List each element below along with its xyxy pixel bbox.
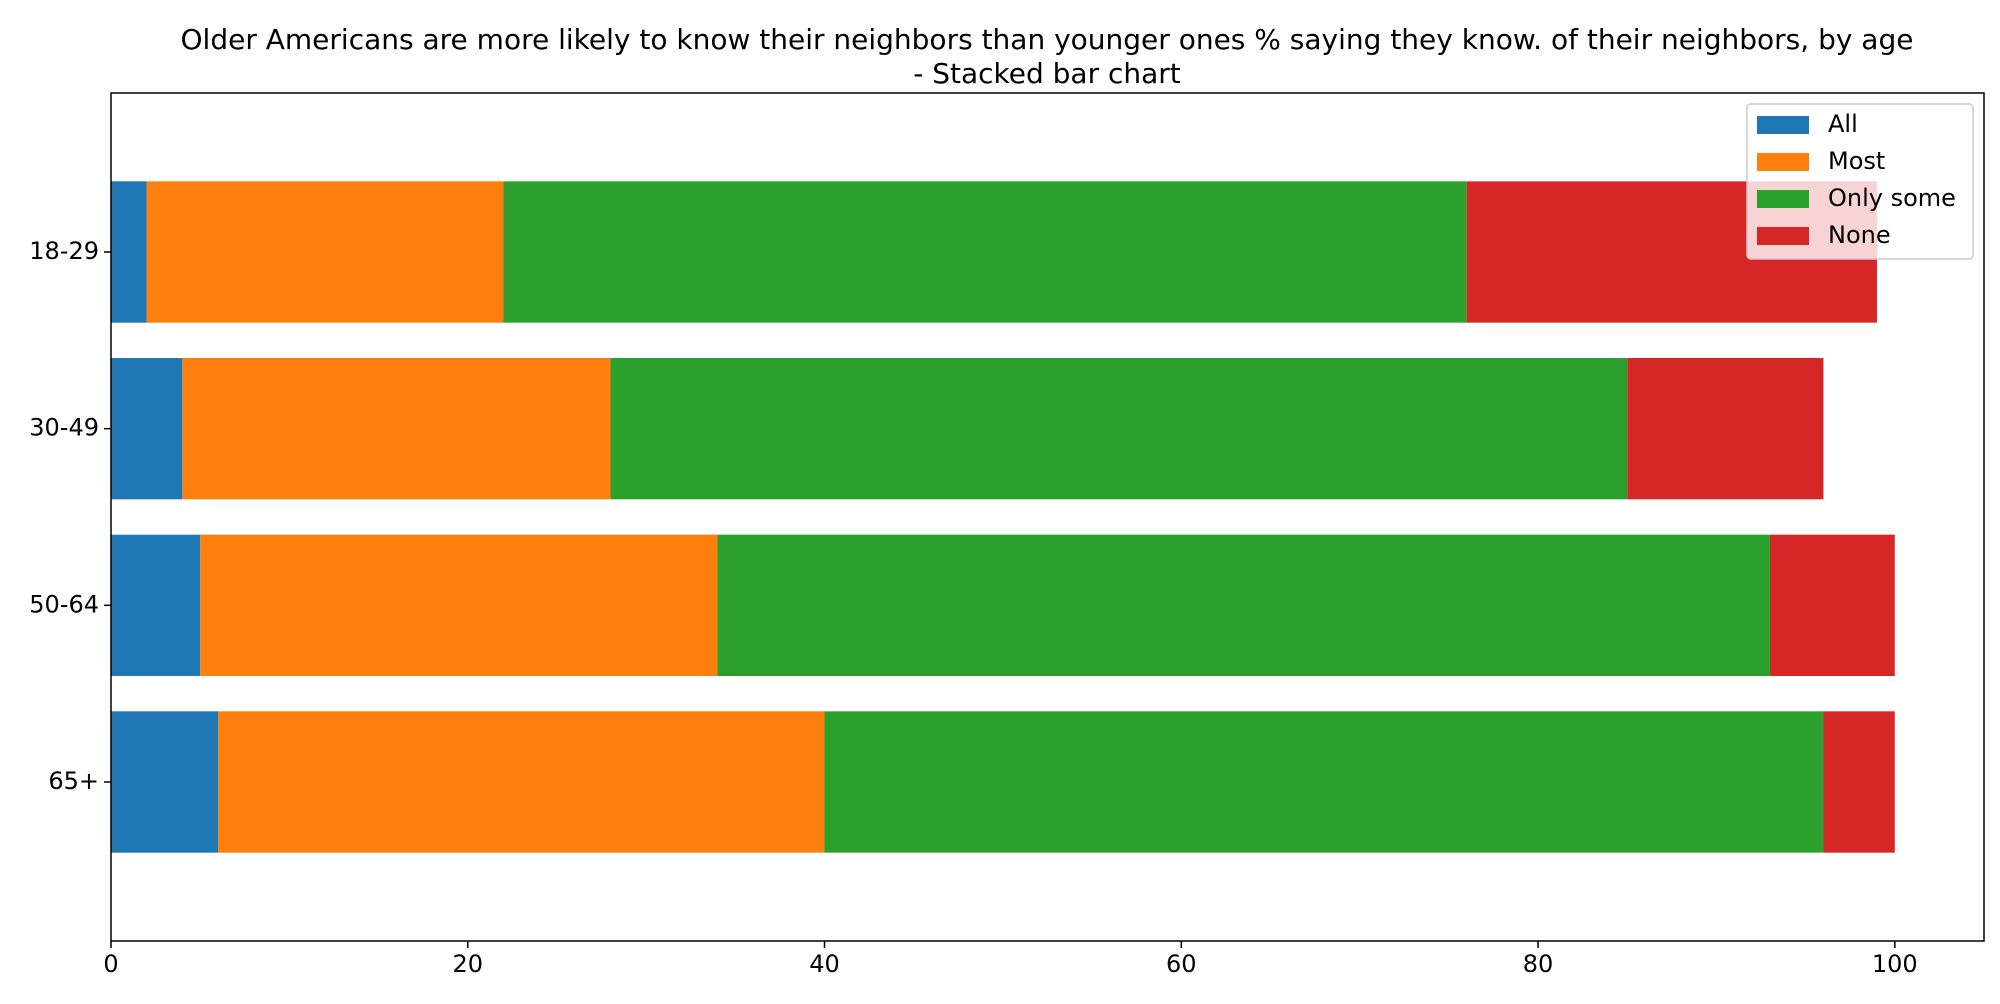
legend: All Most Only some None xyxy=(1746,103,1974,260)
bar-only-some-18-29 xyxy=(503,181,1467,323)
bar-most-50-64 xyxy=(200,534,718,676)
legend-swatch-none xyxy=(1757,227,1809,245)
x-axis: 0 20 40 60 80 100 xyxy=(103,941,1918,978)
y-tick-label: 50-64 xyxy=(29,590,99,618)
legend-label-only-some: Only some xyxy=(1828,184,1956,212)
x-tick-label: 20 xyxy=(452,950,483,978)
x-tick-label: 60 xyxy=(1166,950,1197,978)
chart-title-line1: Older Americans are more likely to know … xyxy=(181,23,1914,56)
x-tick-label: 100 xyxy=(1872,950,1918,978)
legend-label-all: All xyxy=(1828,110,1858,138)
legend-label-none: None xyxy=(1828,221,1891,249)
bar-none-30-49 xyxy=(1627,358,1824,500)
legend-swatch-most xyxy=(1757,153,1809,171)
legend-label-most: Most xyxy=(1828,147,1885,175)
bar-all-65+ xyxy=(111,711,219,853)
bar-none-65+ xyxy=(1823,711,1895,853)
bar-all-30-49 xyxy=(111,358,183,500)
x-tick-label: 40 xyxy=(809,950,840,978)
legend-swatch-all xyxy=(1757,116,1809,134)
bars-group xyxy=(111,181,1895,853)
bar-only-some-65+ xyxy=(824,711,1824,853)
chart-title-line2: - Stacked bar chart xyxy=(913,57,1181,90)
bar-only-some-30-49 xyxy=(610,358,1628,500)
x-tick-label: 0 xyxy=(103,950,118,978)
y-tick-label: 30-49 xyxy=(29,414,99,442)
bar-most-18-29 xyxy=(146,181,504,323)
legend-swatch-only-some xyxy=(1757,190,1809,208)
bar-all-18-29 xyxy=(111,181,147,323)
bar-none-50-64 xyxy=(1769,534,1895,676)
bar-all-50-64 xyxy=(111,534,201,676)
bar-most-30-49 xyxy=(182,358,611,500)
plot-frame xyxy=(110,92,1985,942)
legend-box xyxy=(1746,103,1974,260)
y-axis: 18-29 30-49 50-64 65+ xyxy=(29,237,111,795)
y-tick-label: 18-29 xyxy=(29,237,99,265)
x-tick-label: 80 xyxy=(1523,950,1554,978)
y-tick-label: 65+ xyxy=(48,767,99,795)
bar-only-some-50-64 xyxy=(717,534,1770,676)
bar-most-65+ xyxy=(218,711,825,853)
